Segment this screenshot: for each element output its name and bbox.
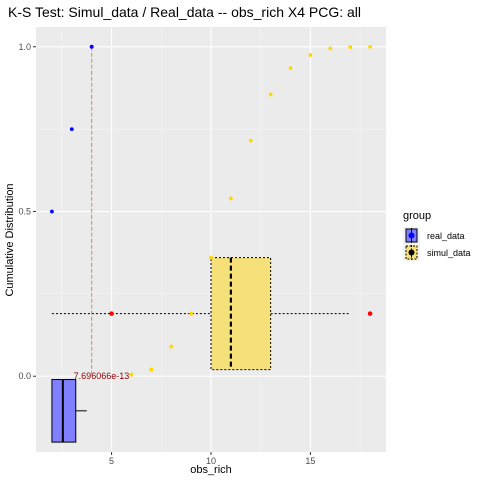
y-tick-label: 0.5 bbox=[18, 206, 31, 216]
chart-marks: 7.696066e-13 bbox=[50, 44, 392, 443]
real_data-point bbox=[89, 44, 94, 49]
legend-key-point bbox=[408, 232, 415, 239]
y-tick-label: 0.0 bbox=[18, 371, 31, 381]
simul_data-point bbox=[169, 344, 174, 349]
simul_data-point bbox=[368, 44, 372, 49]
ks-pvalue-label: 7.696066e-13 bbox=[74, 371, 130, 381]
simul_data-point bbox=[328, 46, 333, 51]
chart-title: K-S Test: Simul_data / Real_data -- obs_… bbox=[8, 4, 361, 20]
legend: group real_data simul_data bbox=[403, 210, 471, 261]
y-axis-title: Cumulative Distribution bbox=[4, 183, 16, 296]
simul_data-point bbox=[388, 45, 392, 49]
legend-title: group bbox=[403, 210, 431, 222]
simul-box bbox=[210, 257, 272, 371]
simul_data-point bbox=[149, 367, 154, 372]
simul-outlier-point bbox=[367, 311, 373, 316]
legend-label-real_data: real_data bbox=[427, 231, 465, 241]
simul_data-point bbox=[268, 92, 273, 97]
simul_data-point bbox=[248, 138, 253, 143]
legend-key-simul_data: simul_data bbox=[403, 244, 471, 261]
simul_data-point bbox=[288, 66, 293, 71]
simul_data-point bbox=[209, 255, 213, 260]
simul_data-point bbox=[129, 372, 134, 377]
x-tick-label: 15 bbox=[305, 456, 315, 466]
real_data-point bbox=[69, 127, 74, 132]
x-tick-label: 5 bbox=[109, 456, 114, 466]
real_data-point bbox=[50, 209, 54, 214]
legend-key-point bbox=[408, 249, 415, 256]
legend-keys: real_data simul_data bbox=[403, 227, 471, 261]
simul_data-point bbox=[348, 45, 353, 49]
legend-key-real_data: real_data bbox=[403, 227, 465, 244]
x-axis-title: obs_rich bbox=[190, 464, 232, 476]
x-tick-label: 10 bbox=[206, 456, 216, 466]
legend-label-simul_data: simul_data bbox=[427, 248, 471, 258]
gridlines bbox=[36, 27, 386, 452]
y-tick-label: 1.0 bbox=[18, 42, 31, 52]
x-axis-ticks: 5 10 15 bbox=[109, 452, 315, 466]
simul-outlier-point bbox=[109, 311, 114, 316]
simul_data-point bbox=[228, 196, 233, 201]
simul_data-point bbox=[308, 53, 313, 57]
simul_data-point bbox=[189, 311, 194, 316]
y-axis-ticks: 0.0 0.5 1.0 bbox=[18, 42, 36, 381]
